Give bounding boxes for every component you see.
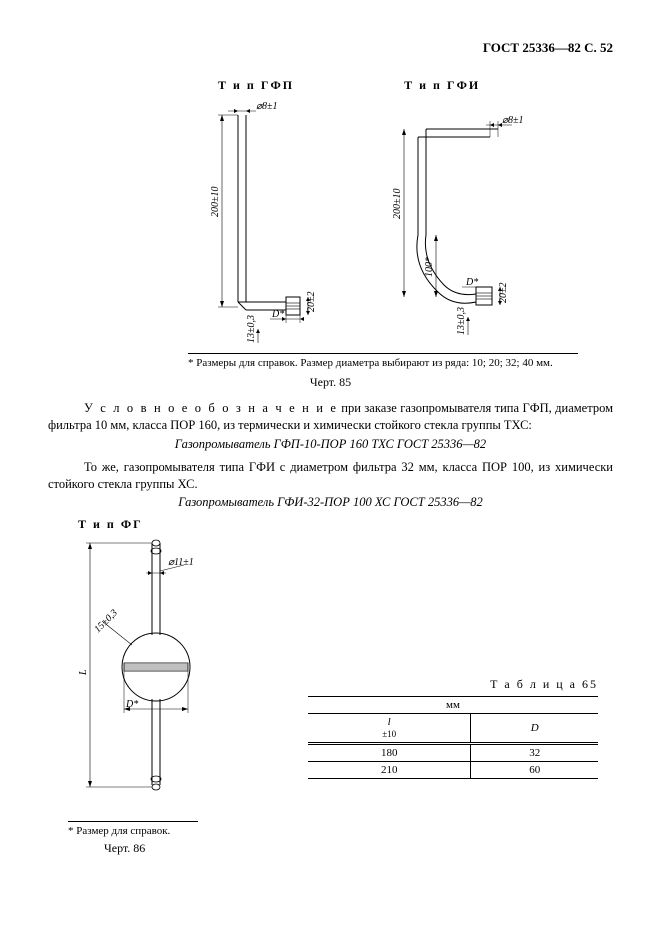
gfp-dim-height: 200±10 [210, 187, 221, 218]
fig-86-label: Черт. 86 [104, 841, 613, 856]
body-p2: То же, газопромывателя типа ГФИ с диамет… [48, 459, 613, 493]
fg-dim-l: L [78, 669, 89, 676]
diagram-fg: ⌀11±1 15±0,3 L D* [72, 535, 242, 805]
page-header: ГОСТ 25336—82 С. 52 [48, 40, 613, 56]
table-row: 60 [471, 762, 598, 779]
gfi-dim-top: ⌀8±1 [502, 115, 524, 126]
fg-dim-d: D* [125, 699, 138, 710]
table-65-col-d: D [471, 714, 598, 744]
table-65-unit: мм [308, 697, 598, 714]
type-gfi-label: Т и п ГФИ [404, 78, 480, 93]
footnote-85: * Размеры для справок. Размер диаметра в… [188, 353, 578, 369]
gfp-dim-bottom: 13±0,3 [246, 315, 257, 343]
table-row: 180 [308, 744, 471, 762]
designation-1: Газопромыватель ГФП-10-ПОР 160 ТХС ГОСТ … [48, 436, 613, 453]
table-65-col-l: l [388, 716, 391, 728]
footnote-86: * Размер для справок. [68, 821, 198, 837]
fg-dim-angle: 15±0,3 [92, 608, 120, 636]
gfp-dim-side: 20±2 [306, 292, 317, 313]
gfi-dim-height: 200±10 [392, 189, 403, 220]
diagram-gfp: ⌀8±1 200±10 D* 20±2 13±0,3 [178, 97, 318, 347]
body-text: У с л о в н о е о б о з н а ч е н и е пр… [48, 400, 613, 511]
diagram-gfi: ⌀8±1 200±10 100* D* 20±2 13±0,3 [368, 97, 548, 347]
gfi-dim-bottom: 13±0,3 [456, 307, 467, 335]
gfi-dim-d: D* [465, 277, 478, 288]
fg-dim-top: ⌀11±1 [168, 557, 194, 568]
gfp-dim-top: ⌀8±1 [256, 101, 278, 112]
gfi-dim-side: 20±2 [498, 283, 509, 304]
table-65-title: Т а б л и ц а 65 [308, 677, 598, 692]
gfp-dim-d: D* [271, 309, 284, 320]
body-p1a: У с л о в н о е о б о з н а ч е н и е [84, 401, 338, 415]
fig-85-label: Черт. 85 [48, 375, 613, 390]
table-row: 32 [471, 744, 598, 762]
table-row: 210 [308, 762, 471, 779]
gfi-dim-mid: 100* [424, 257, 435, 277]
type-gfp-label: Т и п ГФП [218, 78, 294, 93]
table-65-col-l-tol: ±10 [382, 729, 396, 739]
type-fg-label: Т и п ФГ [78, 517, 143, 532]
table-65: Т а б л и ц а 65 мм l ±10 D 180 32 210 6… [308, 677, 598, 779]
diagrams-85: ⌀8±1 200±10 D* 20±2 13±0,3 [48, 97, 613, 347]
designation-2: Газопромыватель ГФИ-32-ПОР 100 ХС ГОСТ 2… [48, 494, 613, 511]
